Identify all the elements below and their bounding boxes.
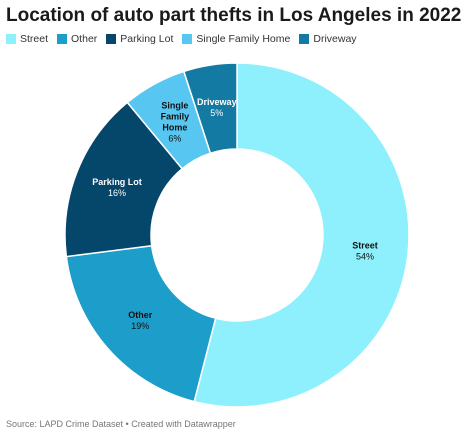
legend-item-driveway: Driveway	[299, 33, 357, 45]
legend-label: Single Family Home	[196, 33, 291, 45]
legend-label: Other	[71, 33, 98, 45]
slice-label: Single Family Home 6%	[161, 100, 190, 143]
slice-label: Driveway 5%	[197, 97, 237, 118]
legend-swatch	[57, 34, 68, 44]
legend-item-other: Other	[57, 33, 97, 45]
slice-label: Street 54%	[352, 241, 378, 262]
source-note: Source: LAPD Crime Dataset • Created wit…	[6, 419, 236, 429]
legend-item-parking-lot: Parking Lot	[106, 33, 173, 45]
legend-label: Driveway	[313, 33, 357, 45]
slice-street	[193, 62, 410, 408]
slice-label: Parking Lot 16%	[92, 177, 142, 198]
legend-label: Parking Lot	[120, 33, 174, 45]
legend-swatch	[182, 34, 193, 44]
chart-title: Location of auto part thefts in Los Ange…	[6, 5, 462, 26]
legend-swatch	[6, 34, 16, 44]
legend-item-single-family-home: Single Family Home	[182, 33, 290, 45]
slice-driveway	[182, 62, 238, 155]
legend-swatch	[106, 34, 117, 44]
chart-legend: Street Other Parking Lot Single Family Home…	[6, 33, 468, 45]
legend-swatch	[299, 34, 310, 44]
slice-other	[65, 244, 217, 403]
legend-item-street: Street	[6, 33, 48, 45]
slice-label: Other 19%	[128, 310, 153, 331]
legend-label: Street	[20, 33, 49, 45]
